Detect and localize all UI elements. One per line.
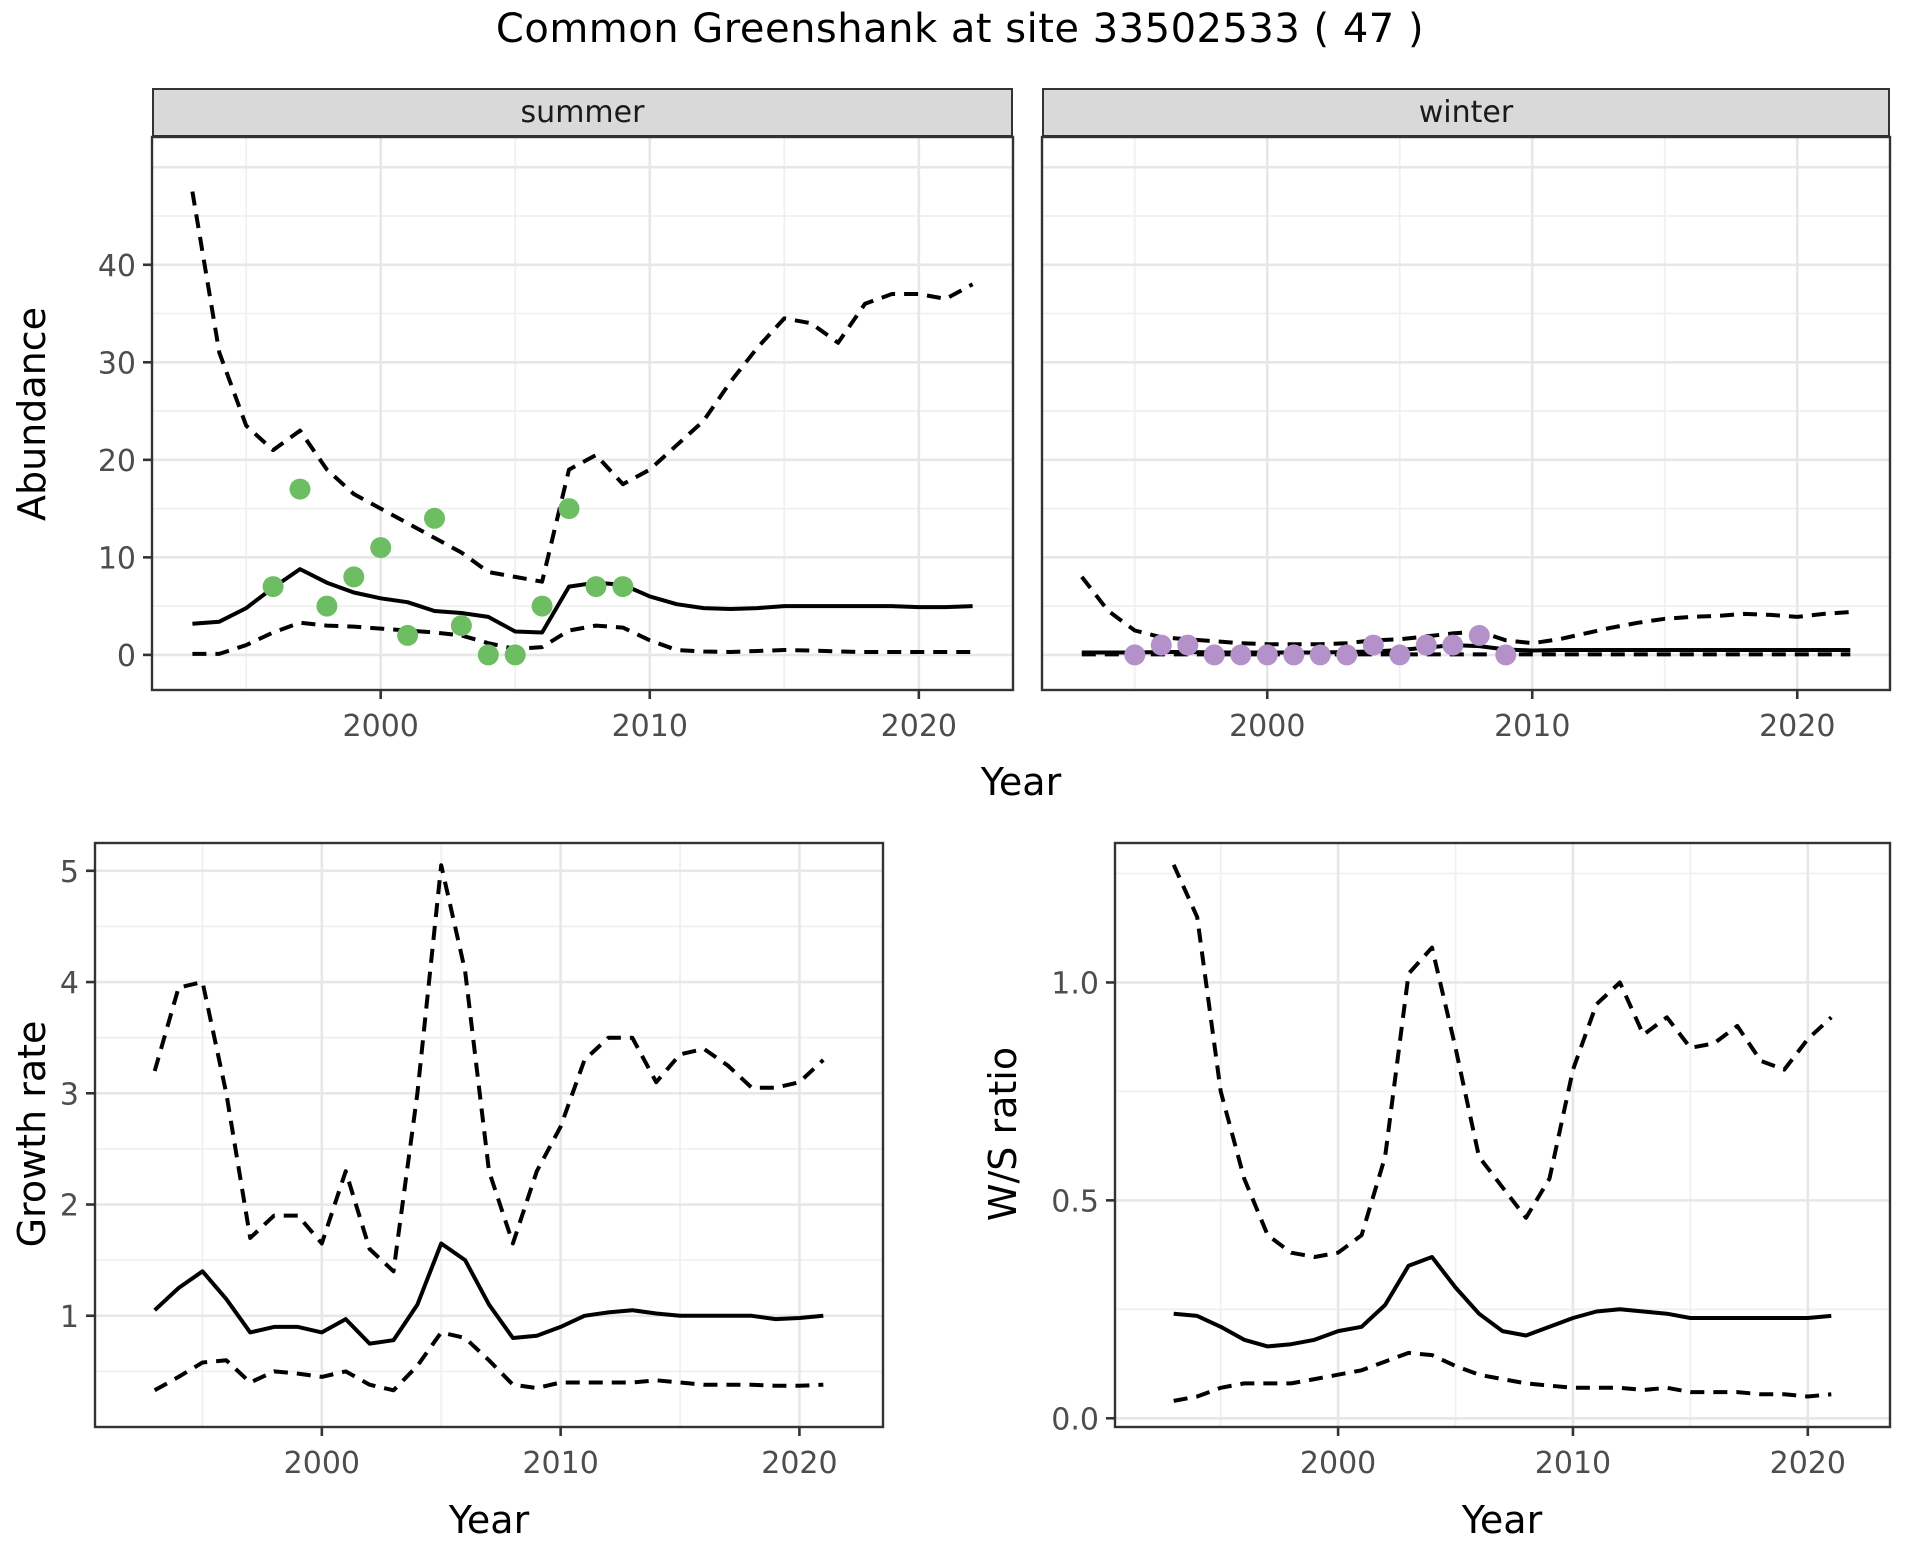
facet-strip-winter-label: winter xyxy=(1418,95,1514,130)
facet-strip-summer-label: summer xyxy=(520,95,645,130)
x-axis-title-year-ws: Year xyxy=(1461,1498,1543,1542)
y-tick-label: 0 xyxy=(117,639,136,674)
y-tick-label: 2 xyxy=(60,1189,79,1224)
chart-title: Common Greenshank at site 33502533 ( 47 … xyxy=(495,6,1425,52)
winter-observations-point xyxy=(1203,644,1225,666)
x-tick-label: 2020 xyxy=(1759,709,1835,744)
lower-ci-line xyxy=(1173,1350,1832,1403)
y-tick-label: 4 xyxy=(60,966,79,1001)
panel-border xyxy=(1040,135,1892,692)
summer-observations-point xyxy=(262,576,284,598)
upper-ci-line xyxy=(1080,575,1851,647)
winter-observations-point xyxy=(1283,644,1305,666)
median-line xyxy=(1173,1255,1832,1349)
x-tick-label: 2000 xyxy=(1300,1446,1376,1481)
lower-ci-line xyxy=(153,1330,824,1393)
winter-observations-point xyxy=(1150,634,1172,656)
winter-observations-point xyxy=(1177,634,1199,656)
winter-observations-point xyxy=(1256,644,1278,666)
y-tick-label: 1.0 xyxy=(1051,966,1099,1001)
winter-observations-point xyxy=(1309,644,1331,666)
growth-rate-panel: 2000 2010 2020 1 2 3 4 5 xyxy=(60,841,885,1481)
winter-observations-point xyxy=(1230,644,1252,666)
winter-observations-point xyxy=(1468,624,1490,646)
upper-ci-line xyxy=(1171,863,1833,1259)
summer-abundance-panel: 2000 2010 2020 0 10 20 30 40 xyxy=(98,135,1015,744)
y-tick-label: 40 xyxy=(98,249,136,284)
x-tick-label: 2020 xyxy=(761,1446,837,1481)
y-tick-label: 5 xyxy=(60,855,79,890)
summer-observations-point xyxy=(531,595,553,617)
y-tick-label: 10 xyxy=(98,541,136,576)
winter-abundance-panel: 2000 2010 2020 xyxy=(1040,135,1892,744)
upper-ci-line xyxy=(190,191,974,584)
winter-observations-point xyxy=(1495,644,1517,666)
summer-observations-point xyxy=(289,478,311,500)
median-line xyxy=(192,567,973,635)
x-tick-label: 2020 xyxy=(881,709,957,744)
summer-observations-point xyxy=(585,576,607,598)
panel-background xyxy=(152,137,1013,690)
facet-strip-winter: winter xyxy=(1042,88,1890,137)
x-tick-label: 2010 xyxy=(612,709,688,744)
summer-observations-point xyxy=(612,576,634,598)
y-tick-label: 1 xyxy=(60,1300,79,1335)
winter-observations-point xyxy=(1389,644,1411,666)
panel-background xyxy=(95,843,883,1427)
summer-observations-point xyxy=(397,624,419,646)
y-axis-title-abundance: Abundance xyxy=(10,306,54,522)
panel-background xyxy=(1042,137,1890,690)
panel-border xyxy=(1113,841,1892,1429)
summer-observations-point xyxy=(504,644,526,666)
ws-ratio-panel: 2000 2010 2020 0.0 0.5 1.0 xyxy=(1051,841,1892,1481)
x-axis-title-year-growth: Year xyxy=(448,1498,530,1542)
y-axis-title-growth: Growth rate xyxy=(10,1020,54,1248)
summer-observations-point xyxy=(558,498,580,520)
median-line xyxy=(153,1241,824,1346)
x-tick-label: 2010 xyxy=(1494,709,1570,744)
winter-observations-point xyxy=(1415,634,1437,656)
lower-ci-line xyxy=(192,620,973,656)
summer-observations-point xyxy=(477,644,499,666)
x-tick-label: 2020 xyxy=(1770,1446,1846,1481)
winter-observations-point xyxy=(1362,634,1384,656)
x-axis-title-year-top: Year xyxy=(980,760,1062,804)
summer-observations-point xyxy=(343,566,365,588)
y-tick-label: 20 xyxy=(98,444,136,479)
x-tick-label: 2000 xyxy=(343,709,419,744)
panel-border xyxy=(93,841,885,1429)
summer-observations-point xyxy=(424,507,445,529)
y-tick-label: 30 xyxy=(98,346,136,381)
y-tick-label: 0.0 xyxy=(1051,1402,1099,1437)
upper-ci-line xyxy=(152,863,825,1274)
summer-observations-point xyxy=(450,615,472,637)
x-tick-label: 2010 xyxy=(522,1446,598,1481)
facet-strip-summer: summer xyxy=(152,88,1013,137)
x-tick-label: 2000 xyxy=(284,1446,360,1481)
summer-observations-point xyxy=(370,537,392,559)
x-tick-label: 2000 xyxy=(1229,709,1305,744)
panel-border xyxy=(150,135,1015,692)
winter-observations-point xyxy=(1442,634,1464,656)
winter-observations-point xyxy=(1336,644,1358,666)
summer-observations-point xyxy=(316,595,338,617)
winter-observations-point xyxy=(1124,644,1146,666)
y-tick-label: 0.5 xyxy=(1051,1184,1099,1219)
x-tick-label: 2010 xyxy=(1535,1446,1611,1481)
y-tick-label: 3 xyxy=(60,1077,79,1112)
y-axis-title-ws: W/S ratio xyxy=(981,1046,1025,1222)
